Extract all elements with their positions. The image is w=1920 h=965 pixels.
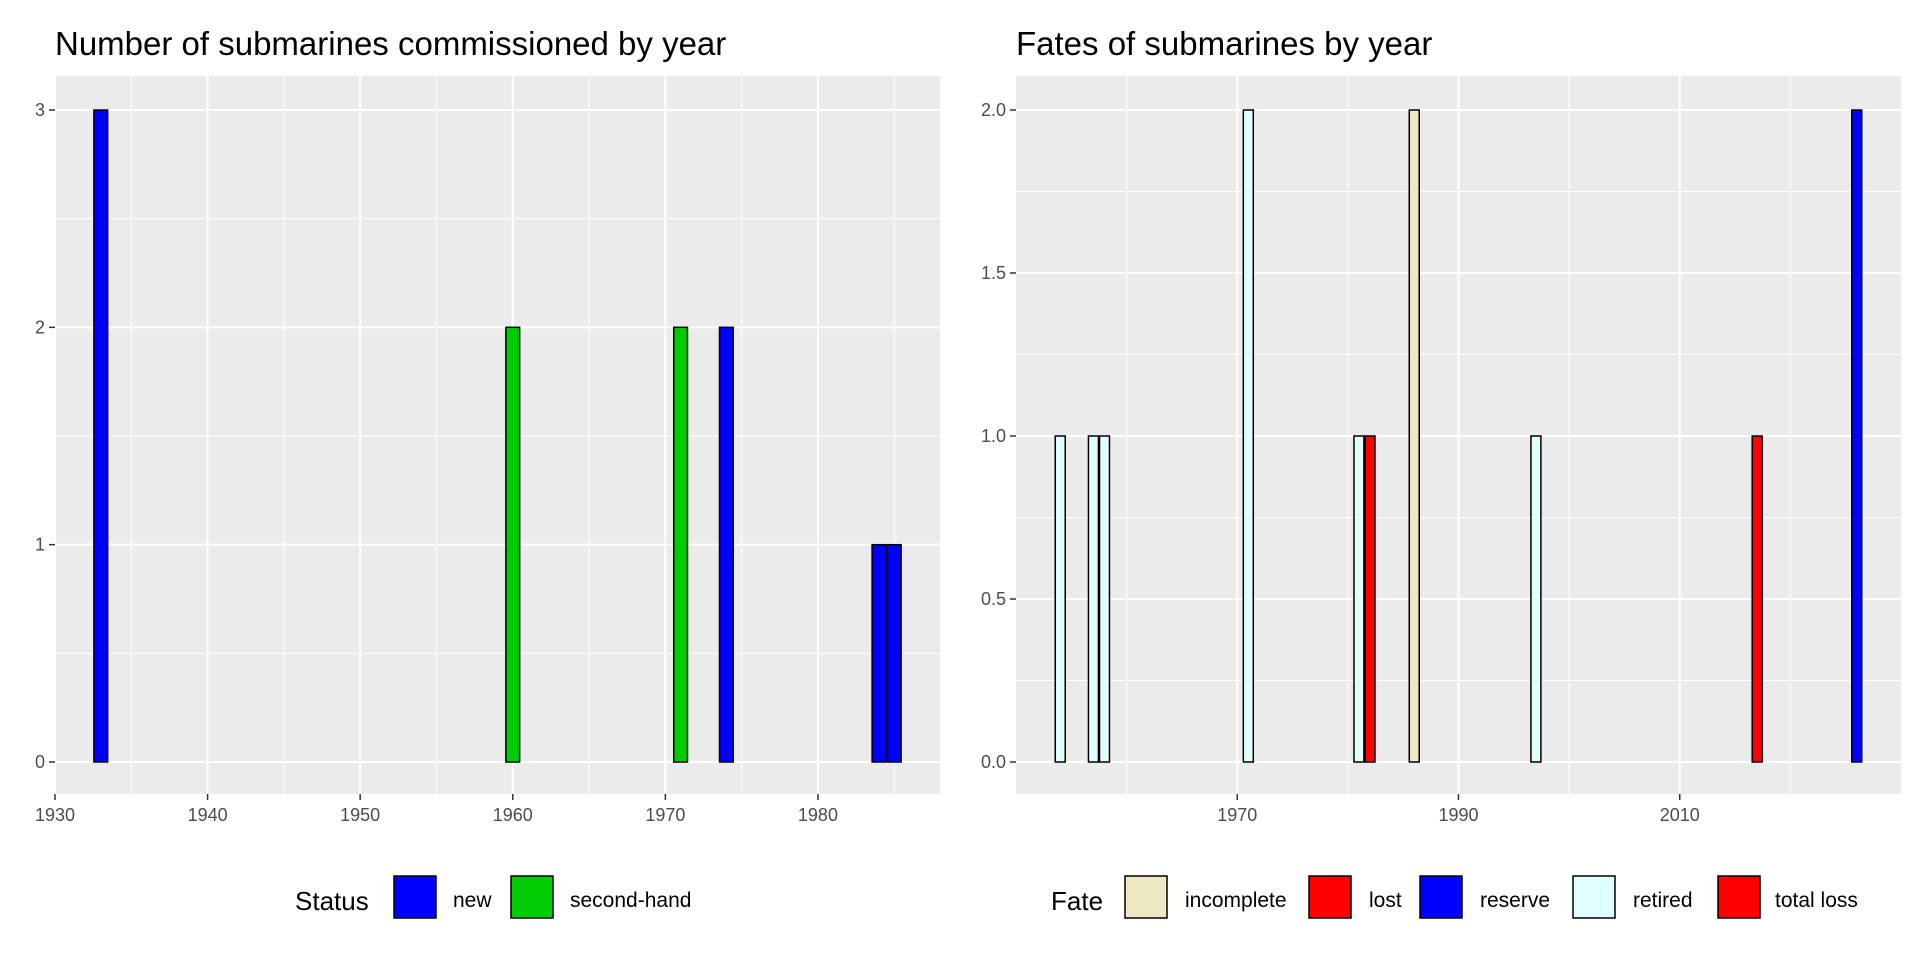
bar-new — [93, 109, 109, 763]
bar-retired — [1242, 109, 1255, 763]
legend-swatch-second-hand — [510, 875, 554, 919]
y-axis: 0.0 0.5 1.0 1.5 2.0 — [981, 100, 1016, 772]
legend-swatch-new — [393, 875, 437, 919]
bar-retired — [1054, 435, 1066, 763]
legend-swatch-total-loss — [1717, 875, 1761, 919]
chart-title: Fates of submarines by year — [1016, 25, 1432, 62]
bar-retired — [1087, 435, 1100, 763]
bar-second-hand — [672, 326, 689, 763]
legend-label-lost: lost — [1369, 889, 1402, 912]
legend-label-new: new — [453, 889, 492, 912]
commissioned-chart: Number of submarines commissioned by yea… — [35, 25, 940, 919]
bar-total-loss — [1751, 435, 1763, 763]
bar-new — [718, 326, 734, 763]
x-tick-label: 1990 — [1438, 805, 1478, 825]
legend-item-total-loss: total loss — [1717, 875, 1858, 919]
legend: Fate incomplete lost reserve retired — [1051, 875, 1858, 919]
y-tick-label: 1.5 — [981, 263, 1006, 283]
bar-retired — [1098, 435, 1111, 763]
chart-title: Number of submarines commissioned by yea… — [55, 25, 726, 62]
bar-incomplete — [1408, 109, 1420, 763]
legend-title: Fate — [1051, 886, 1103, 916]
legend-swatch-reserve — [1419, 875, 1463, 919]
x-tick-label: 2010 — [1660, 805, 1700, 825]
y-tick-label: 3 — [35, 100, 45, 120]
bars — [93, 109, 902, 763]
legend-label-total-loss: total loss — [1775, 889, 1858, 912]
legend-swatch-incomplete — [1124, 875, 1168, 919]
legend-label-reserve: reserve — [1480, 889, 1550, 912]
x-tick-label: 1940 — [188, 805, 228, 825]
gridlines — [54, 76, 940, 794]
y-tick-label: 0 — [35, 752, 45, 772]
x-tick-label: 1950 — [340, 805, 380, 825]
legend-item-reserve: reserve — [1419, 875, 1550, 919]
bar-lost — [1364, 435, 1376, 763]
legend-label-incomplete: incomplete — [1185, 889, 1287, 912]
bar-retired — [1530, 435, 1542, 763]
legend: Status new second-hand — [295, 875, 691, 919]
bar-second-hand — [505, 326, 521, 763]
x-tick-label: 1970 — [1217, 805, 1257, 825]
x-tick-label: 1930 — [35, 805, 75, 825]
legend-item-new: new — [393, 875, 492, 919]
bar-retired — [1353, 435, 1365, 763]
y-tick-label: 2 — [35, 317, 45, 337]
bar-new — [871, 543, 887, 763]
bar-reserve — [1851, 109, 1863, 763]
legend-item-incomplete: incomplete — [1124, 875, 1287, 919]
y-tick-label: 0.0 — [981, 752, 1006, 772]
bar-new — [886, 543, 902, 763]
legend-swatch-retired — [1572, 875, 1616, 919]
legend-item-second-hand: second-hand — [510, 875, 691, 919]
legend-label-retired: retired — [1633, 889, 1693, 912]
x-tick-label: 1980 — [798, 805, 838, 825]
x-tick-label: 1970 — [645, 805, 685, 825]
x-axis: 1970 1990 2010 — [1217, 794, 1700, 825]
y-tick-label: 1.0 — [981, 426, 1006, 446]
legend-title: Status — [295, 886, 369, 916]
legend-swatch-lost — [1308, 875, 1352, 919]
bars — [1054, 109, 1863, 763]
y-axis: 0 1 2 3 — [35, 100, 55, 772]
x-axis: 1930 1940 1950 1960 1970 1980 — [35, 794, 838, 825]
y-tick-label: 1 — [35, 535, 45, 555]
legend-label-second-hand: second-hand — [570, 889, 691, 912]
legend-item-lost: lost — [1308, 875, 1402, 919]
x-tick-label: 1960 — [493, 805, 533, 825]
legend-item-retired: retired — [1572, 875, 1693, 919]
panel-background — [55, 76, 940, 794]
y-tick-label: 0.5 — [981, 589, 1006, 609]
gridlines — [1016, 76, 1901, 794]
y-tick-label: 2.0 — [981, 100, 1006, 120]
fates-chart: Fates of submarines by year 1970 1990 2010… — [981, 25, 1901, 919]
